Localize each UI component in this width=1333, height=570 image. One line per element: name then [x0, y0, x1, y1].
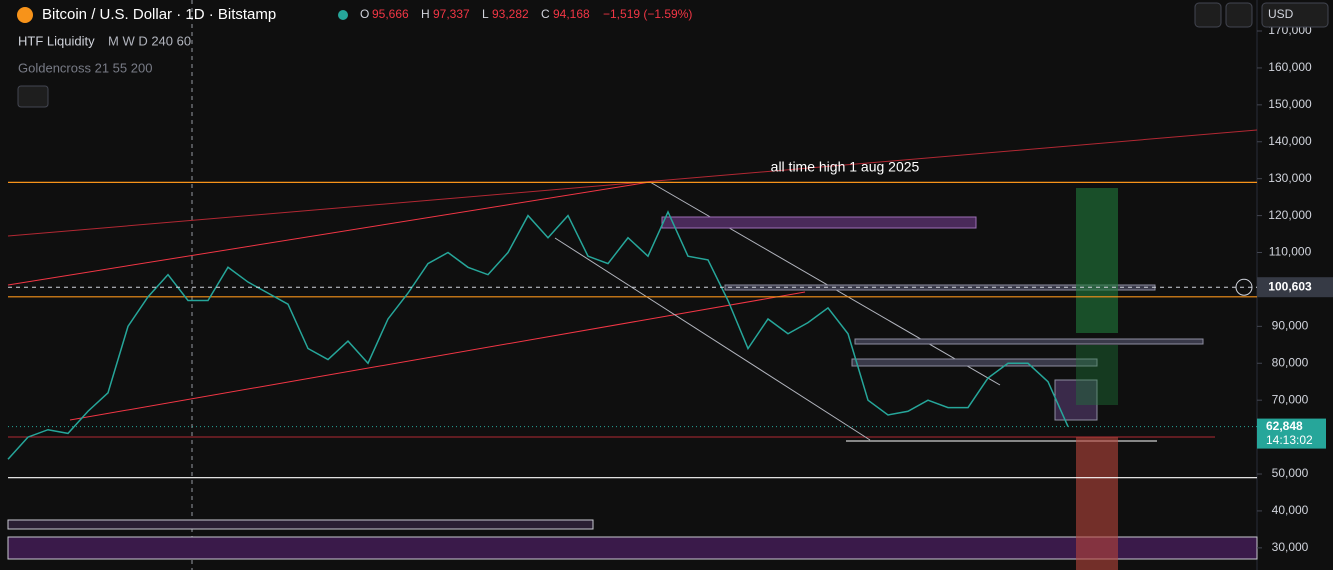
indicator-name: HTF Liquidity — [18, 33, 95, 48]
y-tick-label: 150,000 — [1268, 97, 1312, 111]
zone — [7, 536, 1258, 560]
y-tick-label: 130,000 — [1268, 171, 1312, 185]
symbol: Bitcoin / U.S. Dollar · 1D · Bitstamp — [42, 6, 276, 23]
crosshair-box — [1257, 277, 1333, 298]
countdown: 14:13:02 — [1266, 433, 1313, 447]
zone — [854, 338, 1204, 345]
y-tick-label: 120,000 — [1268, 208, 1312, 222]
button[interactable] — [1194, 2, 1222, 28]
currency: USD — [1268, 7, 1294, 21]
change: −1,519 (−1.59%) — [603, 7, 692, 21]
l-label: L — [482, 7, 489, 21]
y-tick-label: 90,000 — [1272, 319, 1309, 333]
volume-profile — [1076, 188, 1118, 333]
y-tick-label: 30,000 — [1272, 540, 1309, 554]
close: 94,168 — [553, 7, 590, 21]
trendline — [7, 129, 1258, 237]
trendline — [69, 291, 806, 421]
crosshair-plus — [1235, 278, 1253, 296]
y-tick-label: 110,000 — [1269, 245, 1312, 259]
trendline — [649, 181, 1001, 386]
drawings — [7, 129, 1258, 570]
y-tick-label: 80,000 — [1272, 355, 1309, 369]
y-tick-label: 70,000 — [1272, 392, 1309, 406]
zone — [7, 519, 594, 530]
collapse-button[interactable] — [17, 85, 49, 108]
button[interactable] — [1225, 2, 1253, 28]
h-label: H — [421, 7, 430, 21]
plot: 30,00040,00050,00060,00070,00080,00090,0… — [7, 23, 1333, 554]
price-line — [7, 210, 1069, 460]
trendline — [554, 237, 871, 441]
last-price-label: 62,848 — [1266, 419, 1303, 433]
indicator-name: Goldencross 21 55 200 — [18, 60, 152, 75]
zone — [661, 216, 977, 229]
y-tick-label: 40,000 — [1272, 503, 1309, 517]
volume-profile — [1076, 437, 1118, 570]
o-label: O — [360, 7, 369, 21]
trendline — [7, 181, 651, 286]
currency-select[interactable] — [1261, 2, 1329, 28]
c-label: C — [541, 7, 550, 21]
low: 93,282 — [492, 7, 529, 21]
y-tick-label: 160,000 — [1268, 60, 1312, 74]
annotation: all time high 1 aug 2025 — [771, 159, 920, 175]
high: 97,337 — [433, 7, 470, 21]
status-dot — [338, 10, 348, 20]
zone — [851, 358, 1098, 367]
crosshair-label: 100,603 — [1268, 279, 1312, 293]
volume-profile — [1076, 345, 1118, 405]
coin-icon — [17, 7, 33, 23]
indicator-params: M W D 240 60 — [108, 33, 191, 48]
open: 95,666 — [372, 7, 409, 21]
y-tick-label: 140,000 — [1268, 134, 1312, 148]
y-tick-label: 50,000 — [1272, 466, 1309, 480]
last-price-box — [1257, 418, 1326, 449]
